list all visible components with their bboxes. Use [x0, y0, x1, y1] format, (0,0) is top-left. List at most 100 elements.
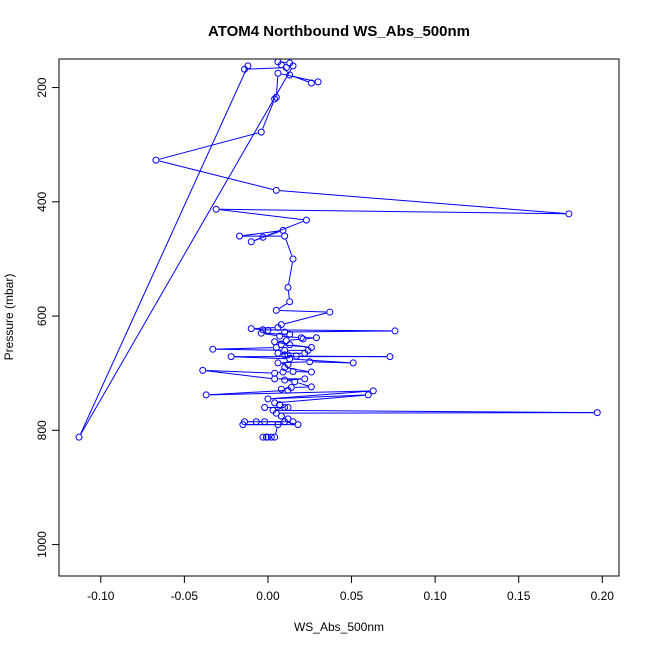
data-point — [306, 358, 314, 366]
data-point — [261, 403, 269, 411]
y-tick-label: 800 — [35, 420, 49, 440]
data-point — [307, 383, 315, 391]
data-point — [291, 378, 299, 386]
data-point — [271, 369, 279, 377]
series-segment — [159, 160, 273, 190]
data-point — [307, 343, 315, 351]
data-point — [289, 255, 297, 263]
series-segment — [276, 76, 279, 94]
series-segment — [287, 291, 290, 299]
data-point — [264, 326, 272, 334]
x-tick-label: 0.20 — [591, 589, 615, 603]
data-point — [284, 351, 292, 359]
data-point — [274, 421, 282, 429]
x-tick-label: -0.10 — [87, 589, 115, 603]
y-tick-label: 1000 — [35, 531, 49, 558]
data-point — [241, 418, 249, 426]
data-point — [269, 406, 277, 414]
x-tick-label: 0.00 — [256, 589, 280, 603]
data-point — [281, 328, 289, 336]
data-point — [212, 205, 220, 213]
series-segment — [254, 327, 275, 329]
series-segment — [289, 338, 300, 341]
series-segment — [262, 102, 274, 129]
data-point — [272, 306, 280, 314]
series-segment — [80, 68, 292, 435]
series-segment — [206, 370, 272, 379]
series-segment — [206, 369, 272, 374]
data-point — [152, 156, 160, 164]
series-segment — [281, 363, 285, 365]
series-segment — [288, 262, 293, 285]
series-segment — [279, 190, 566, 215]
data-point — [292, 352, 300, 360]
data-point — [386, 353, 394, 361]
series-segment — [284, 312, 327, 325]
series-segment — [248, 67, 283, 70]
data-point — [274, 349, 282, 357]
series-segment — [288, 380, 292, 382]
data-point — [252, 418, 260, 426]
data-point — [236, 232, 244, 240]
series-segment — [276, 409, 594, 414]
data-point — [593, 409, 601, 417]
data-point — [286, 355, 294, 363]
series-segment — [299, 355, 387, 358]
x-axis: -0.10 -0.05 0.00 0.05 0.10 0.15 0.20 — [87, 576, 614, 603]
data-point — [271, 338, 279, 346]
data-point — [301, 375, 309, 383]
series-segment — [219, 208, 566, 215]
data-point — [274, 69, 282, 77]
y-tick-label: 600 — [35, 306, 49, 326]
data-point — [274, 359, 282, 367]
data-point — [307, 368, 315, 376]
chart-title: ATOM4 Northbound WS_Abs_500nm — [208, 23, 470, 40]
series-segment — [216, 348, 282, 351]
data-point — [284, 284, 292, 292]
data-point — [312, 334, 320, 342]
y-axis: 200 400 600 800 1000 — [35, 77, 59, 558]
data-point — [202, 391, 210, 399]
series-segment — [219, 209, 303, 221]
series-segment — [209, 390, 285, 396]
data-point — [271, 433, 279, 441]
data-point — [364, 391, 372, 399]
data-point — [244, 62, 252, 70]
data-point — [277, 385, 285, 393]
data-point — [281, 351, 289, 359]
series-segment — [293, 358, 350, 364]
series-segment — [292, 75, 309, 83]
data-point — [349, 359, 357, 367]
data-point — [302, 216, 310, 224]
x-tick-label: 0.05 — [340, 589, 364, 603]
data-point — [277, 341, 285, 349]
data-point — [259, 433, 267, 441]
x-tick-label: 0.10 — [423, 589, 447, 603]
data-point — [299, 335, 307, 343]
data-point — [287, 383, 295, 391]
data-point — [297, 334, 305, 342]
data-point — [276, 401, 284, 409]
series-segment — [285, 239, 293, 256]
data-point — [271, 375, 279, 383]
data-point — [259, 326, 267, 334]
data-point — [289, 367, 297, 375]
data-point — [282, 64, 290, 72]
series-segment — [279, 303, 287, 309]
data-point — [279, 368, 287, 376]
data-point — [271, 399, 279, 407]
series-segment — [283, 67, 288, 73]
data-point — [247, 325, 255, 333]
series-segment — [293, 344, 308, 348]
series-segment — [159, 132, 258, 160]
series-segment — [271, 394, 365, 400]
data-point — [369, 387, 377, 395]
series-segment — [278, 394, 365, 404]
data-point — [391, 327, 399, 335]
data-point — [286, 298, 294, 306]
series-segment — [276, 407, 282, 410]
data-point — [257, 128, 265, 136]
series-segment — [243, 230, 280, 237]
data-point — [259, 233, 267, 241]
plot-frame — [58, 58, 620, 577]
